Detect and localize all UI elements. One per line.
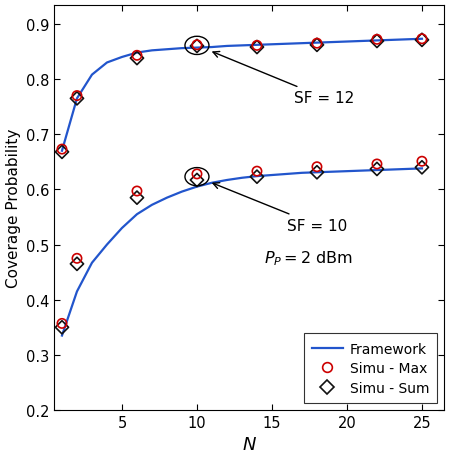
Point bbox=[73, 255, 81, 263]
Point bbox=[194, 177, 201, 184]
Point bbox=[58, 146, 66, 153]
Point bbox=[194, 42, 201, 50]
Point bbox=[133, 195, 140, 202]
Point bbox=[253, 174, 261, 181]
Point bbox=[133, 52, 140, 60]
Text: $P_P = 2$ dBm: $P_P = 2$ dBm bbox=[265, 249, 354, 267]
Point bbox=[313, 42, 320, 50]
Text: SF = 10: SF = 10 bbox=[213, 183, 347, 233]
Point bbox=[73, 261, 81, 268]
Legend: Framework, Simu - Max, Simu - Sum: Framework, Simu - Max, Simu - Sum bbox=[304, 334, 437, 403]
Point bbox=[133, 55, 140, 62]
Point bbox=[58, 324, 66, 331]
Point bbox=[374, 37, 381, 44]
Point bbox=[313, 164, 320, 171]
Point bbox=[418, 158, 426, 166]
Point bbox=[253, 44, 261, 51]
Point bbox=[194, 43, 201, 50]
Point bbox=[313, 40, 320, 48]
Point bbox=[374, 161, 381, 168]
Point bbox=[133, 188, 140, 195]
Point bbox=[194, 171, 201, 178]
Point bbox=[58, 149, 66, 156]
Point bbox=[418, 36, 426, 43]
Text: SF = 12: SF = 12 bbox=[213, 52, 355, 106]
Point bbox=[418, 164, 426, 172]
Point bbox=[253, 168, 261, 175]
X-axis label: $N$: $N$ bbox=[242, 436, 257, 453]
Point bbox=[253, 43, 261, 50]
Y-axis label: Coverage Probability: Coverage Probability bbox=[5, 129, 21, 287]
Point bbox=[58, 320, 66, 327]
Point bbox=[374, 166, 381, 173]
Point bbox=[73, 93, 81, 100]
Point bbox=[313, 169, 320, 177]
Point bbox=[73, 95, 81, 103]
Point bbox=[418, 37, 426, 45]
Point bbox=[374, 38, 381, 45]
